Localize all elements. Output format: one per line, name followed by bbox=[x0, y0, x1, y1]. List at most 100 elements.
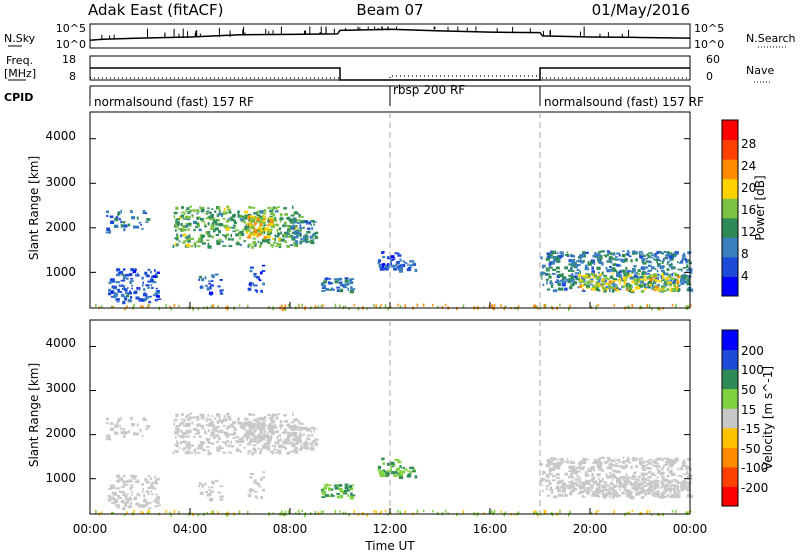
power-echo-cell bbox=[259, 210, 264, 214]
power-echo-cell bbox=[267, 219, 271, 223]
velocity-echo-cell bbox=[410, 466, 415, 470]
power-echo-cell bbox=[559, 279, 564, 283]
power-echo-cell bbox=[673, 280, 676, 283]
power-echo-cell bbox=[575, 263, 578, 267]
power-echo-cell bbox=[305, 235, 308, 239]
power-echo-cell bbox=[175, 219, 178, 221]
velocity-echo-cell bbox=[399, 511, 402, 514]
power-echo-cell bbox=[223, 207, 226, 211]
velocity-echo-cell bbox=[196, 419, 199, 422]
velocity-echo-cell bbox=[670, 469, 673, 471]
velocity-echo-cell bbox=[249, 421, 252, 424]
velocity-echo-cell bbox=[328, 488, 332, 491]
power-echo-cell bbox=[554, 250, 557, 254]
power-echo-cell bbox=[317, 305, 320, 308]
power-echo-cell bbox=[628, 274, 632, 277]
power-echo-cell bbox=[663, 258, 665, 262]
power-echo-cell bbox=[659, 251, 664, 254]
power-echo-cell bbox=[255, 229, 258, 232]
velocity-echo-cell bbox=[657, 490, 660, 494]
velocity-echo-cell bbox=[644, 472, 649, 476]
power-echo-cell bbox=[549, 281, 553, 285]
power-echo-cell bbox=[568, 307, 570, 311]
velocity-echo-cell bbox=[641, 467, 645, 470]
velocity-echo-cell bbox=[670, 485, 673, 488]
velocity-echo-cell bbox=[286, 435, 291, 439]
power-echo-cell bbox=[607, 278, 610, 280]
velocity-echo-cell bbox=[233, 432, 237, 435]
velocity-echo-cell bbox=[628, 495, 633, 499]
power-echo-cell bbox=[584, 264, 588, 269]
velocity-echo-cell bbox=[262, 433, 266, 437]
velocity-echo-cell bbox=[310, 426, 315, 430]
velocity-echo-cell bbox=[146, 424, 151, 428]
velocity-echo-cell bbox=[570, 490, 575, 493]
velocity-echo-cell bbox=[224, 443, 227, 445]
velocity-echo-cell bbox=[284, 440, 287, 444]
power-echo-cell bbox=[209, 211, 212, 214]
velocity-echo-cell bbox=[597, 485, 601, 490]
velocity-echo-cell bbox=[228, 417, 232, 421]
velocity-echo-cell bbox=[674, 480, 679, 483]
power-echo-cell bbox=[146, 218, 151, 221]
power-echo-cell bbox=[259, 231, 261, 233]
power-echo-cell bbox=[187, 228, 190, 231]
velocity-echo-cell bbox=[612, 491, 618, 494]
velocity-echo-cell bbox=[126, 493, 129, 495]
power-echo-cell bbox=[610, 260, 613, 264]
power-echo-cell bbox=[672, 266, 676, 269]
power-echo-cell bbox=[579, 260, 584, 264]
power-echo-cell bbox=[591, 287, 596, 291]
velocity-echo-cell bbox=[404, 510, 406, 514]
power-echo-cell bbox=[298, 305, 300, 308]
power-echo-cell bbox=[609, 285, 614, 289]
velocity-echo-cell bbox=[604, 462, 608, 464]
power-echo-cell bbox=[184, 236, 190, 239]
power-echo-cell bbox=[144, 297, 148, 301]
power-echo-cell bbox=[258, 279, 262, 282]
velocity-echo-cell bbox=[653, 461, 657, 464]
power-echo-cell bbox=[226, 233, 229, 237]
velocity-echo-cell bbox=[635, 492, 641, 496]
velocity-echo-cell bbox=[274, 423, 277, 428]
velocity-echo-cell bbox=[199, 446, 204, 450]
power-echo-cell bbox=[125, 277, 128, 280]
power-echo-cell bbox=[154, 299, 158, 302]
nave-tick-bottom: 0 bbox=[706, 70, 713, 83]
power-echo-cell bbox=[120, 210, 123, 214]
power-echo-cell bbox=[204, 276, 207, 280]
power-echo-cell bbox=[592, 254, 597, 258]
velocity-echo-cell bbox=[568, 481, 572, 484]
power-echo-cell bbox=[680, 275, 685, 279]
velocity-echo-cell bbox=[493, 509, 496, 513]
velocity-echo-cell bbox=[621, 476, 626, 479]
power-echo-cell bbox=[314, 305, 317, 309]
velocity-echo-cell bbox=[551, 459, 554, 463]
power-echo-cell bbox=[504, 305, 507, 308]
power-echo-cell bbox=[174, 237, 178, 240]
velocity-echo-cell bbox=[654, 485, 658, 489]
power-echo-cell bbox=[565, 278, 569, 282]
velocity-echo-cell bbox=[306, 437, 311, 441]
power-echo-cell bbox=[606, 250, 611, 253]
velocity-echo-cell bbox=[216, 446, 219, 450]
power-echo-cell bbox=[396, 261, 400, 264]
power-echo-cell bbox=[322, 304, 324, 307]
velocity-echo-cell bbox=[311, 433, 314, 437]
velocity-echo-cell bbox=[596, 490, 601, 494]
power-echo-cell bbox=[154, 269, 156, 273]
velocity-echo-cell bbox=[174, 443, 178, 447]
velocity-echo-cell bbox=[180, 429, 183, 433]
velocity-echo-cell bbox=[393, 474, 397, 477]
power-echo-cell bbox=[200, 209, 205, 213]
power-echo-cell bbox=[391, 259, 395, 261]
power-echo-cell bbox=[643, 275, 647, 278]
velocity-echo-cell bbox=[174, 449, 177, 453]
power-echo-cell bbox=[327, 289, 332, 291]
velocity-echo-cell bbox=[223, 414, 226, 418]
power-echo-cell bbox=[284, 213, 289, 216]
velocity-echo-cell bbox=[431, 510, 434, 513]
power-echo-cell bbox=[648, 304, 651, 308]
power-echo-cell bbox=[583, 275, 588, 279]
velocity-echo-cell bbox=[144, 503, 148, 507]
